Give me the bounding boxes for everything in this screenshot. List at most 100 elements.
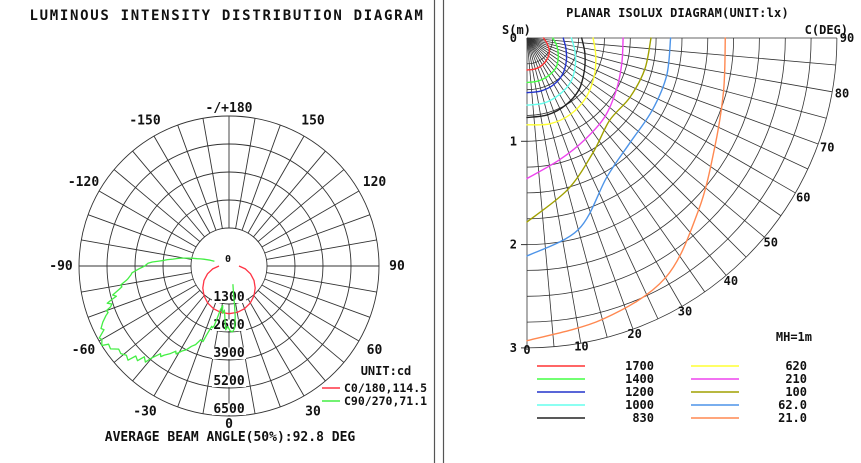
c-angle-tick-label: 60 bbox=[796, 190, 810, 204]
polar-spoke-gridline bbox=[253, 294, 326, 382]
c-angle-tick-label: 40 bbox=[724, 274, 738, 288]
angle-tick-label: 30 bbox=[305, 404, 321, 419]
isolux-curve-830 bbox=[526, 37, 586, 119]
polar-spoke-gridline bbox=[261, 284, 360, 342]
c-angle-tick-label: 50 bbox=[763, 235, 777, 249]
isolux-curve-100 bbox=[526, 37, 652, 223]
isolux-spoke-gridline bbox=[526, 37, 683, 307]
angle-tick-label: -60 bbox=[72, 343, 96, 358]
c-angle-tick-label: 90 bbox=[840, 31, 854, 45]
polar-spoke-gridline bbox=[241, 124, 281, 231]
radial-tick-label: 3900 bbox=[213, 346, 244, 361]
angle-tick-label: 120 bbox=[363, 175, 387, 190]
angle-tick-label: -120 bbox=[68, 175, 99, 190]
polar-spoke-gridline bbox=[264, 214, 371, 254]
isolux-spoke-gridline bbox=[526, 37, 833, 93]
angle-tick-label: 0 bbox=[225, 417, 233, 432]
angle-tick-label: 150 bbox=[301, 114, 325, 129]
polar-spoke-gridline bbox=[247, 135, 305, 234]
legend-label: C0/180,114.5 bbox=[344, 381, 427, 395]
isolux-legend-value: 1200 bbox=[625, 385, 654, 399]
series-line-C90/270 bbox=[98, 257, 236, 363]
isolux-spoke-gridline bbox=[526, 37, 819, 145]
isolux-spoke-gridline bbox=[526, 37, 836, 66]
radial-tick-bg bbox=[212, 403, 246, 415]
polar-spoke-gridline bbox=[177, 301, 217, 408]
s-axis-tick-label: 3 bbox=[510, 341, 517, 355]
legend-label: C90/270,71.1 bbox=[344, 394, 427, 408]
polar-center-label: 0 bbox=[225, 254, 231, 265]
polar-spoke-gridline bbox=[257, 169, 345, 242]
angle-tick-label: -90 bbox=[49, 259, 73, 274]
isolux-spoke-gridline bbox=[526, 37, 796, 194]
isolux-curve-62.0 bbox=[526, 37, 672, 257]
polar-spoke-gridline bbox=[257, 290, 345, 363]
polar-spoke-gridline bbox=[261, 190, 360, 248]
c-angle-tick-label: 0 bbox=[523, 343, 530, 357]
isolux-legend-value: 1400 bbox=[625, 372, 654, 386]
isolux-spoke-gridline bbox=[526, 37, 608, 338]
polar-spoke-gridline bbox=[87, 214, 194, 254]
isolux-legend-value: 1700 bbox=[625, 359, 654, 373]
c-angle-tick-label: 30 bbox=[678, 305, 692, 319]
angle-tick-label: 90 bbox=[389, 259, 405, 274]
radial-tick-label: 5200 bbox=[213, 374, 244, 389]
isolux-curve-1400 bbox=[526, 37, 560, 84]
polar-spoke-gridline bbox=[113, 290, 201, 363]
c-angle-tick-label: 20 bbox=[627, 327, 641, 341]
polar-spoke-gridline bbox=[98, 284, 197, 342]
c-angle-tick-label: 10 bbox=[574, 340, 588, 354]
unit-label: UNIT:cd bbox=[360, 364, 412, 378]
radial-tick-label: 1300 bbox=[213, 290, 244, 305]
radial-tick-bg bbox=[212, 291, 246, 303]
polar-spoke-gridline bbox=[177, 124, 217, 231]
s-axis-label: S(m) bbox=[502, 23, 531, 37]
polar-spoke-gridline bbox=[153, 298, 211, 397]
isolux-spoke-gridline bbox=[526, 37, 555, 347]
polar-spoke-gridline bbox=[266, 239, 377, 260]
isolux-spoke-gridline bbox=[526, 37, 827, 119]
radial-tick-bg bbox=[212, 319, 246, 331]
isolux-legend-value: 100 bbox=[785, 385, 807, 399]
isolux-curve-620 bbox=[526, 37, 597, 126]
polar-spoke-gridline bbox=[235, 118, 256, 229]
polar-spoke-gridline bbox=[202, 118, 223, 229]
radial-tick-bg bbox=[212, 375, 246, 387]
isolux-curve-210 bbox=[526, 37, 624, 180]
isolux-spoke-gridline bbox=[526, 37, 809, 170]
isolux-spoke-gridline bbox=[526, 37, 765, 238]
isolux-legend-value: 830 bbox=[632, 411, 654, 425]
c-angle-tick-label: 70 bbox=[820, 140, 834, 154]
radial-tick-label: 6500 bbox=[213, 402, 244, 417]
isolux-legend-value: 1000 bbox=[625, 398, 654, 412]
polar-spoke-gridline bbox=[87, 278, 194, 318]
isolux-curve-21.0 bbox=[526, 37, 726, 342]
polar-spoke-gridline bbox=[81, 239, 192, 260]
polar-spoke-gridline bbox=[113, 169, 201, 242]
mounting-height-label: MH=1m bbox=[775, 330, 812, 344]
c-angle-tick-label: 80 bbox=[835, 87, 849, 101]
isolux-curve-1700 bbox=[526, 37, 551, 71]
isolux-curve-1200 bbox=[526, 37, 568, 94]
series-line-C0/180 bbox=[202, 265, 256, 315]
polar-spoke-gridline bbox=[132, 150, 205, 238]
c-axis-label: C(DEG) bbox=[804, 23, 848, 37]
polar-spoke-gridline bbox=[81, 272, 192, 293]
isolux-spoke-gridline bbox=[526, 37, 706, 293]
polar-spoke-gridline bbox=[266, 272, 377, 293]
polar-spoke-gridline bbox=[253, 150, 326, 238]
isolux-spoke-gridline bbox=[526, 37, 747, 258]
isolux-spoke-gridline bbox=[526, 37, 782, 217]
s-axis-tick-label: 2 bbox=[510, 238, 517, 252]
angle-tick-label: -30 bbox=[133, 404, 157, 419]
angle-tick-label: -150 bbox=[129, 114, 160, 129]
isolux-spoke-gridline bbox=[526, 37, 582, 344]
right-chart-title: PLANAR ISOLUX DIAGRAM(UNIT:lx) bbox=[566, 6, 789, 20]
polar-spoke-gridline bbox=[132, 294, 205, 382]
radial-tick-label: 2600 bbox=[213, 318, 244, 333]
polar-spoke-gridline bbox=[241, 301, 281, 408]
angle-tick-label: -/+180 bbox=[206, 101, 253, 116]
isolux-legend-value: 62.0 bbox=[778, 398, 807, 412]
